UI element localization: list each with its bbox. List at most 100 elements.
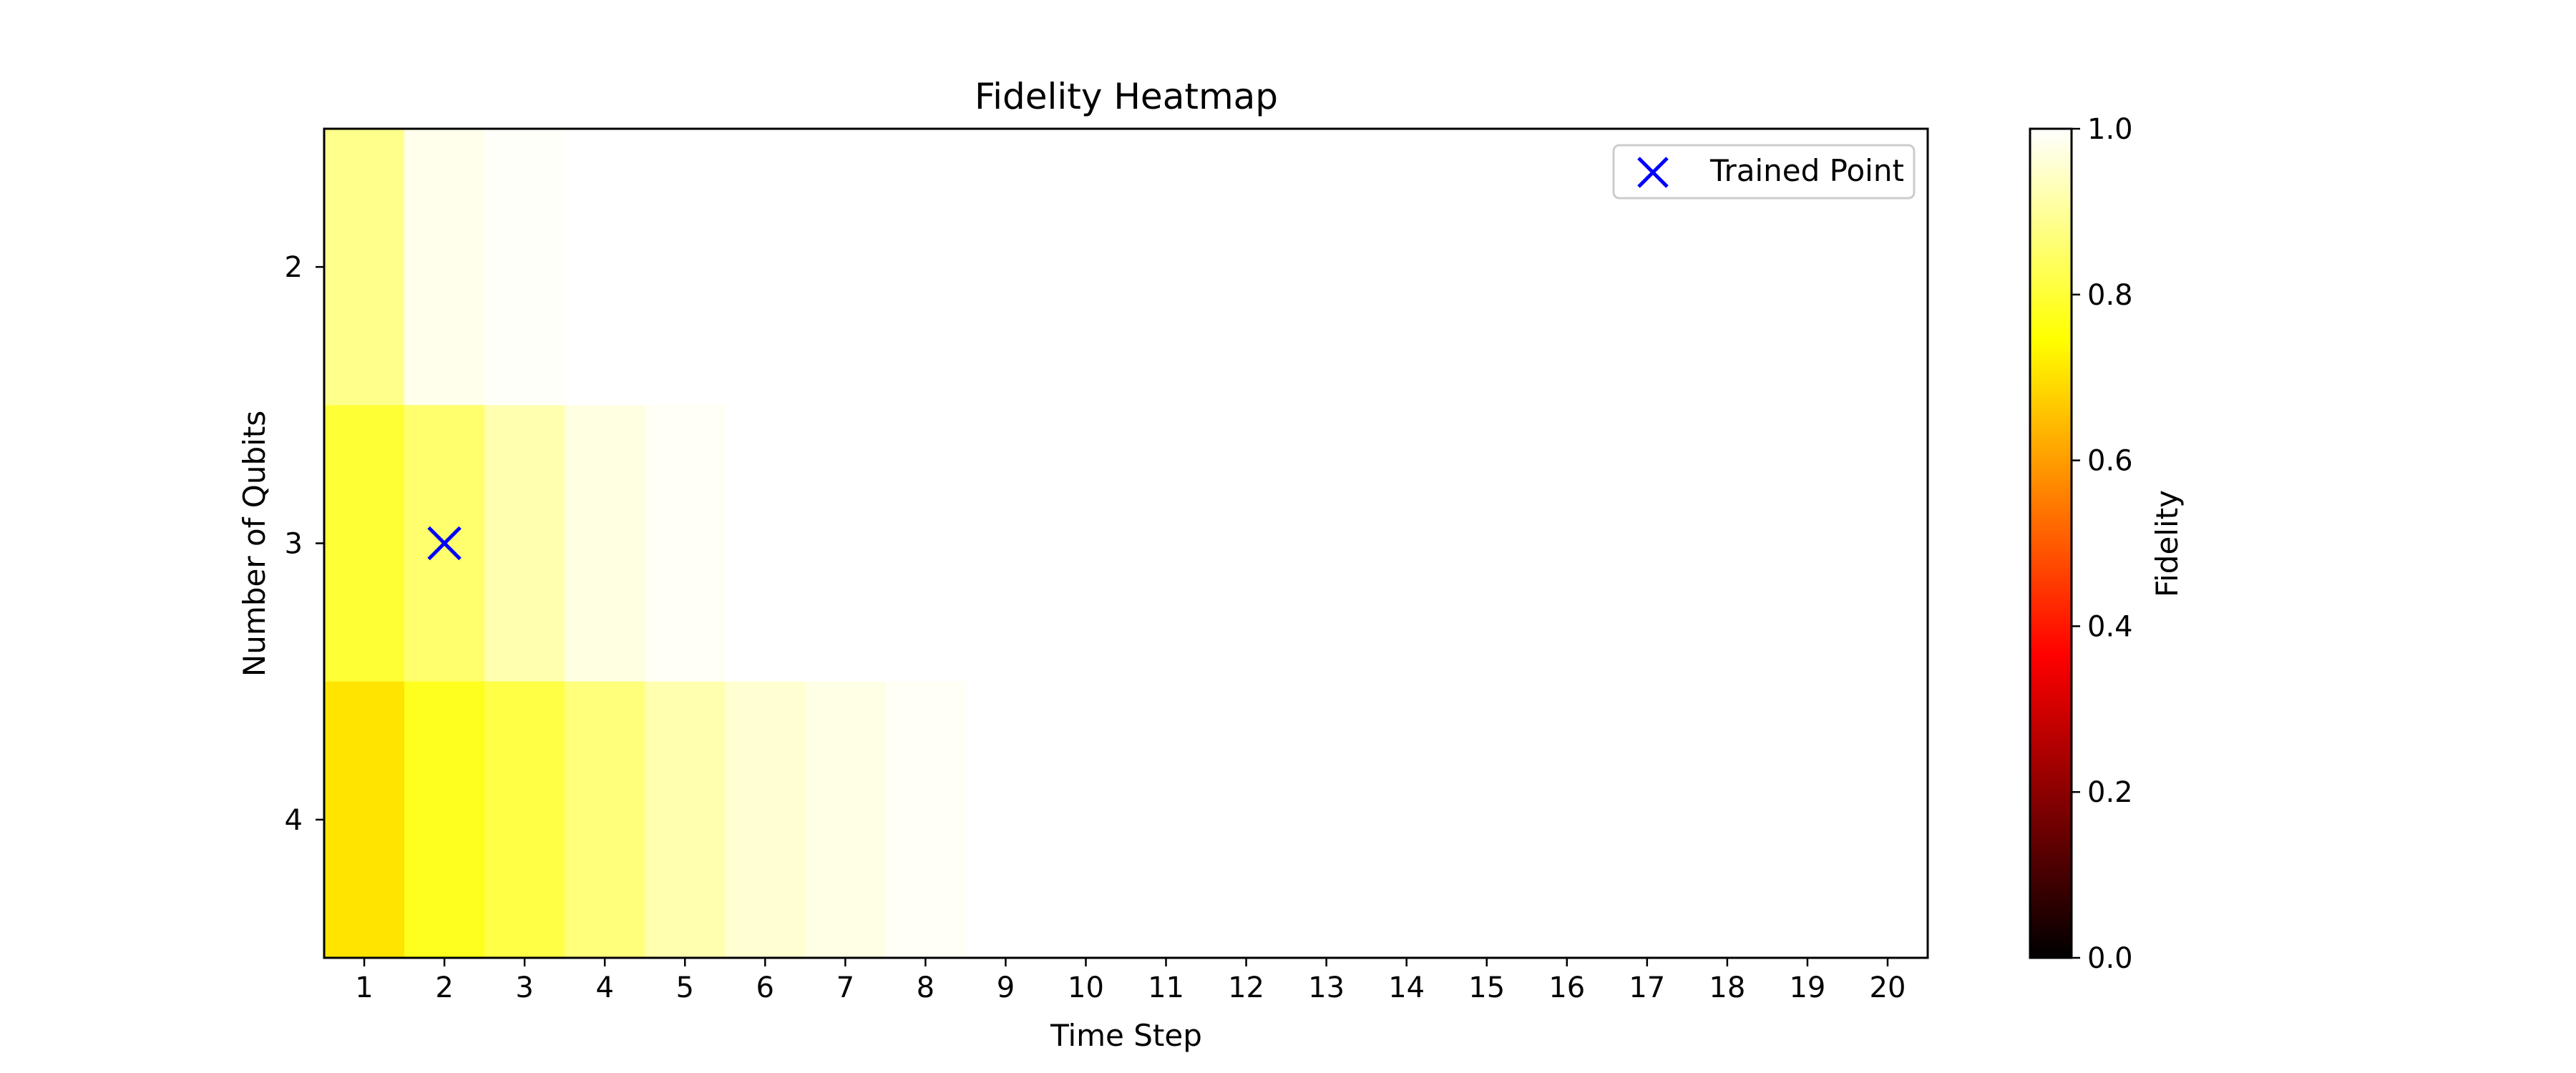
- x-tick-label: 8: [917, 971, 935, 1004]
- x-tick-label: 12: [1228, 971, 1264, 1004]
- legend-label: Trained Point: [1709, 153, 1904, 188]
- colorbar-label: Fidelity: [2150, 490, 2185, 597]
- heatmap-cell: [565, 129, 645, 406]
- heatmap-cell: [1366, 681, 1448, 959]
- x-tick-label: 18: [1709, 971, 1745, 1004]
- legend-marker-x: [1637, 157, 1669, 188]
- heatmap-cell: [645, 129, 726, 406]
- legend-box: [1612, 144, 1916, 200]
- heatmap-cell: [324, 681, 405, 959]
- y-axis-ticks: 2 3 4: [285, 251, 324, 837]
- y-axis-label: Number of Qubits: [237, 411, 272, 677]
- x-tick-label: 17: [1629, 971, 1665, 1004]
- heatmap-cell: [324, 129, 405, 406]
- colorbar-tick-label: 0.6: [2087, 445, 2133, 478]
- heatmap-cell: [484, 129, 565, 406]
- heatmap-cell: [1126, 405, 1207, 682]
- heatmap-cell: [725, 681, 806, 959]
- heatmap-cell: [565, 681, 645, 959]
- heatmap-cell: [645, 405, 726, 682]
- x-tick-label: 3: [515, 971, 533, 1004]
- heatmap-cell: [1126, 129, 1207, 406]
- heatmap-cell: [965, 129, 1047, 406]
- heatmap-cell: [885, 405, 967, 682]
- heatmap-cell: [885, 129, 967, 406]
- heatmap-cell: [1446, 405, 1528, 682]
- x-axis-ticks: 1 2 3 4 5 6 7 8 9 10 11 12 13 14 15 16 17 18 19 20: [355, 958, 1906, 1004]
- heatmap-cell: [1847, 405, 1928, 682]
- colorbar-tick-label: 1.0: [2087, 113, 2133, 146]
- x-tick-label: 16: [1548, 971, 1585, 1004]
- heatmap-cell: [1446, 681, 1528, 959]
- y-tick-label: 3: [285, 528, 303, 561]
- heatmap-cell: [645, 681, 726, 959]
- heatmap-cell: [1045, 681, 1127, 959]
- heatmap-cell: [805, 129, 887, 406]
- colorbar-ticks: 0.0 0.2 0.4 0.6 0.8 1.0: [2072, 113, 2133, 975]
- heatmap-cell: [1366, 405, 1448, 682]
- heatmap-cell: [404, 129, 485, 406]
- heatmap-cell: [1286, 129, 1367, 406]
- heatmap-cell: [725, 405, 806, 682]
- colorbar: [2029, 127, 2073, 959]
- heatmap-cell: [965, 405, 1047, 682]
- trained-point-marker: [427, 526, 462, 561]
- heatmap-cell: [805, 405, 887, 682]
- x-tick-label: 15: [1468, 971, 1505, 1004]
- x-tick-label: 14: [1388, 971, 1425, 1004]
- heatmap-cell: [1366, 129, 1448, 406]
- heatmap-cell: [1206, 681, 1287, 959]
- chart-title: Fidelity Heatmap: [975, 76, 1278, 117]
- heatmap-cell: [725, 129, 806, 406]
- x-tick-label: 5: [675, 971, 693, 1004]
- heatmap-cells: [324, 129, 1928, 959]
- heatmap-cell: [565, 405, 645, 682]
- heatmap-cell: [1767, 681, 1848, 959]
- heatmap-cell: [1606, 405, 1688, 682]
- heatmap-cell: [484, 405, 565, 682]
- heatmap-cell: [404, 681, 485, 959]
- heatmap-cell: [1847, 681, 1928, 959]
- x-tick-label: 4: [595, 971, 613, 1004]
- x-tick-label: 13: [1308, 971, 1345, 1004]
- heatmap-cell: [1045, 405, 1127, 682]
- heatmap-cell: [1446, 129, 1528, 406]
- heatmap-cell: [324, 405, 405, 682]
- colorbar-tick-label: 0.0: [2087, 942, 2133, 975]
- y-tick-label: 4: [285, 804, 303, 837]
- colorbar-tick-label: 0.4: [2087, 610, 2133, 643]
- heatmap-cell: [1526, 129, 1608, 406]
- heatmap-cell: [965, 681, 1047, 959]
- x-tick-label: 2: [435, 971, 453, 1004]
- heatmap-cell: [1286, 405, 1367, 682]
- heatmap-cell: [1526, 681, 1608, 959]
- x-tick-label: 20: [1870, 971, 1906, 1004]
- x-tick-label: 11: [1148, 971, 1184, 1004]
- marker-layer: [427, 526, 462, 561]
- x-tick-label: 6: [756, 971, 774, 1004]
- y-tick-label: 2: [285, 251, 303, 284]
- heatmap-cell: [1206, 129, 1287, 406]
- heatmap-cell: [1526, 405, 1608, 682]
- x-tick-label: 9: [997, 971, 1015, 1004]
- heatmap-cell: [1687, 405, 1768, 682]
- colorbar-tick-label: 0.2: [2087, 776, 2133, 809]
- heatmap-cell: [1286, 681, 1367, 959]
- x-axis-label: Time Step: [1050, 1018, 1202, 1053]
- heatmap-cell: [484, 681, 565, 959]
- heatmap-cell: [805, 681, 887, 959]
- legend: Trained Point: [1612, 144, 1916, 200]
- x-tick-label: 7: [836, 971, 854, 1004]
- heatmap-cell: [1687, 681, 1768, 959]
- heatmap-cell: [1606, 681, 1688, 959]
- x-tick-label: 19: [1789, 971, 1825, 1004]
- x-tick-label: 10: [1068, 971, 1104, 1004]
- x-tick-label: 1: [355, 971, 373, 1004]
- heatmap-cell: [885, 681, 967, 959]
- heatmap-cell: [1767, 405, 1848, 682]
- heatmap-cell: [1126, 681, 1207, 959]
- colorbar-tick-label: 0.8: [2087, 279, 2133, 312]
- heatmap-cell: [1045, 129, 1127, 406]
- heatmap-cell: [1206, 405, 1287, 682]
